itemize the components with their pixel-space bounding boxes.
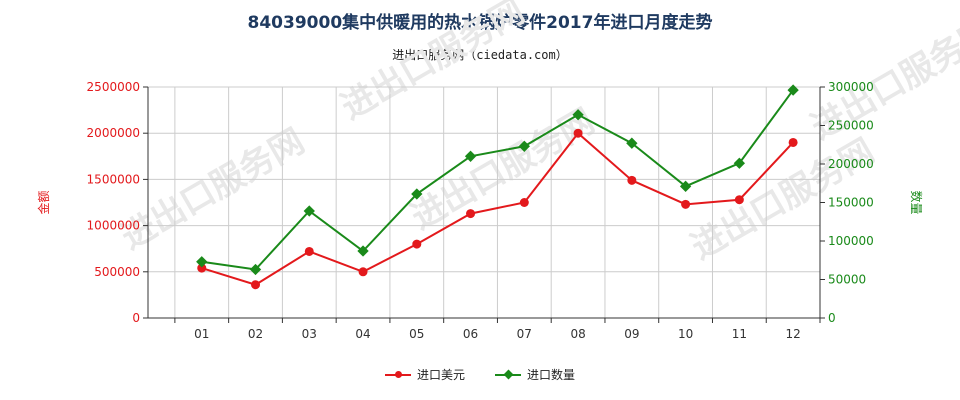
y-left-axis-title: 金额 bbox=[36, 190, 51, 214]
chart-subtitle: 进出口服务网（ciedata.com） bbox=[392, 48, 568, 62]
data-point-quantity bbox=[411, 188, 423, 200]
data-point-amount bbox=[788, 137, 798, 147]
data-point-quantity bbox=[249, 263, 262, 276]
y-right-axis-title: 数量 bbox=[909, 190, 924, 214]
data-point-amount bbox=[466, 209, 476, 219]
legend-item-quantity[interactable]: 进口数量 bbox=[495, 366, 575, 383]
x-tick-label: 12 bbox=[785, 327, 800, 341]
watermark-text: 进出口服务网 bbox=[405, 101, 602, 238]
y-right-tick-label: 150000 bbox=[828, 196, 874, 210]
x-tick-label: 10 bbox=[678, 327, 693, 341]
data-point-quantity bbox=[196, 256, 208, 268]
y-right-tick-label: 250000 bbox=[828, 119, 874, 133]
data-point-quantity bbox=[357, 245, 369, 257]
series-line-quantity bbox=[201, 89, 794, 271]
y-left-tick-label: 1500000 bbox=[87, 172, 140, 186]
x-tick-label: 01 bbox=[194, 327, 209, 341]
x-tick-label: 07 bbox=[517, 327, 532, 341]
data-point-amount bbox=[412, 239, 422, 249]
chart-legend: 进口美元 进口数量 bbox=[0, 366, 960, 383]
legend-swatch-amount bbox=[384, 370, 411, 378]
watermark-text: 进出口服务网 bbox=[115, 121, 312, 258]
y-left-tick-label: 2500000 bbox=[87, 80, 140, 94]
y-left-tick-label: 500000 bbox=[94, 265, 140, 279]
x-tick-label: 09 bbox=[624, 327, 639, 341]
data-point-amount bbox=[519, 198, 529, 207]
y-right-tick-label: 300000 bbox=[828, 80, 874, 94]
data-point-quantity bbox=[303, 205, 315, 217]
y-right-tick-label: 50000 bbox=[828, 273, 866, 287]
legend-swatch-quantity bbox=[495, 369, 521, 379]
x-tick-label: 05 bbox=[409, 327, 424, 341]
y-right-tick-label: 0 bbox=[828, 311, 836, 325]
data-point-amount bbox=[358, 267, 368, 277]
x-tick-label: 04 bbox=[355, 327, 370, 341]
watermark-text: 进出口服务网 bbox=[335, 0, 532, 128]
data-point-quantity bbox=[679, 180, 692, 192]
data-point-amount bbox=[197, 263, 207, 273]
y-left-tick-label: 2000000 bbox=[87, 126, 140, 140]
x-tick-label: 03 bbox=[302, 327, 317, 341]
data-point-amount bbox=[251, 280, 261, 290]
y-left-tick-label: 0 bbox=[132, 311, 140, 325]
data-point-quantity bbox=[626, 137, 638, 149]
data-point-amount bbox=[573, 128, 583, 138]
data-point-quantity bbox=[518, 140, 530, 152]
data-point-quantity bbox=[464, 150, 477, 162]
series-line-amount bbox=[201, 131, 794, 286]
legend-label-quantity: 进口数量 bbox=[527, 368, 576, 382]
data-point-amount bbox=[681, 199, 691, 209]
legend-label-amount: 进口美元 bbox=[416, 368, 465, 382]
data-point-amount bbox=[734, 195, 744, 205]
x-tick-label: 06 bbox=[463, 327, 478, 341]
data-point-quantity bbox=[733, 157, 746, 169]
data-point-amount bbox=[627, 175, 637, 185]
y-right-tick-label: 100000 bbox=[828, 234, 874, 248]
y-left-tick-label: 1000000 bbox=[87, 219, 140, 233]
chart-title: 84039000集中供暖用的热水锅炉零件2017年进口月度走势 bbox=[247, 13, 713, 33]
data-point-amount bbox=[304, 246, 314, 256]
x-tick-label: 11 bbox=[732, 327, 747, 341]
x-tick-label: 08 bbox=[570, 327, 585, 341]
y-right-tick-label: 200000 bbox=[828, 157, 874, 171]
x-tick-label: 02 bbox=[248, 327, 263, 341]
legend-item-amount[interactable]: 进口美元 bbox=[384, 366, 465, 383]
